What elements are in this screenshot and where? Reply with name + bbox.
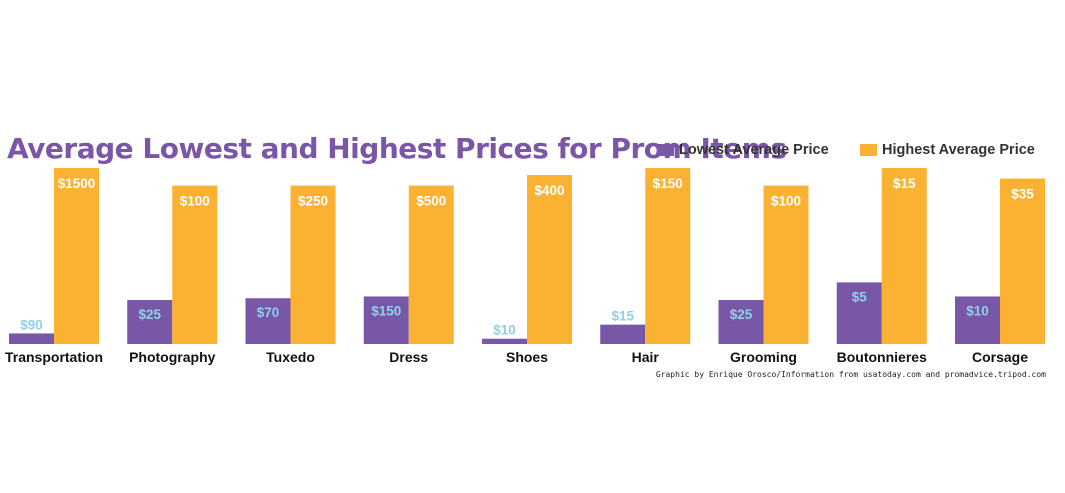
bar-low-tuxedo bbox=[245, 298, 291, 344]
value-label-high-photography: $100 bbox=[180, 194, 210, 209]
bar-low-shoes bbox=[482, 338, 527, 344]
bar-low-hair bbox=[600, 324, 646, 344]
value-label-low-corsage: $10 bbox=[966, 303, 989, 318]
category-group-corsage: $35 $10 Corsage bbox=[955, 178, 1045, 365]
bar-low-boutonnieres bbox=[836, 282, 882, 344]
value-label-high-tuxedo: $250 bbox=[298, 194, 328, 209]
category-label-hair: Hair bbox=[632, 349, 660, 365]
bar-low-photography bbox=[127, 300, 173, 344]
bar-low-corsage bbox=[955, 296, 1000, 344]
value-label-low-hair: $15 bbox=[611, 309, 634, 324]
value-label-high-boutonnieres: $15 bbox=[893, 176, 916, 191]
bar-high-photography bbox=[172, 185, 218, 344]
value-label-low-shoes: $10 bbox=[493, 323, 516, 338]
bar-low-transportation bbox=[9, 333, 54, 344]
credit-text: Graphic by Enrique Orosco/Information fr… bbox=[656, 370, 1046, 379]
category-group-boutonnieres: $15 $5 Boutonnieres bbox=[837, 168, 927, 365]
legend-low-swatch bbox=[657, 144, 674, 156]
category-label-transportation: Transportation bbox=[5, 349, 103, 365]
bar-low-grooming bbox=[718, 300, 764, 344]
category-label-tuxedo: Tuxedo bbox=[266, 349, 315, 365]
category-group-grooming: $100 $25 Grooming bbox=[718, 185, 809, 365]
category-group-tuxedo: $250 $70 Tuxedo bbox=[245, 185, 336, 365]
legend: Lowest Average Price Highest Average Pri… bbox=[657, 142, 1035, 158]
bar-high-corsage bbox=[1000, 178, 1045, 344]
value-label-low-grooming: $25 bbox=[730, 307, 753, 322]
category-group-shoes: $400 $10 Shoes bbox=[482, 175, 572, 365]
bar-low-dress bbox=[363, 296, 409, 344]
value-label-low-boutonnieres: $5 bbox=[852, 289, 868, 304]
category-label-grooming: Grooming bbox=[730, 349, 797, 365]
category-group-hair: $150 $15 Hair bbox=[600, 168, 691, 365]
category-label-dress: Dress bbox=[389, 349, 428, 365]
category-label-boutonnieres: Boutonnieres bbox=[837, 349, 927, 365]
value-label-high-corsage: $35 bbox=[1011, 187, 1034, 202]
category-group-dress: $500 $150 Dress bbox=[363, 185, 454, 365]
value-label-high-hair: $150 bbox=[653, 176, 683, 191]
bar-high-shoes bbox=[527, 175, 572, 344]
category-label-shoes: Shoes bbox=[506, 349, 548, 365]
value-label-low-transportation: $90 bbox=[20, 317, 43, 332]
legend-low-label: Lowest Average Price bbox=[679, 142, 829, 158]
value-label-low-tuxedo: $70 bbox=[257, 305, 280, 320]
legend-high-swatch bbox=[860, 144, 877, 156]
category-group-transportation: $1500 $90 Transportation bbox=[5, 168, 103, 365]
category-label-corsage: Corsage bbox=[972, 349, 1028, 365]
bar-high-grooming bbox=[763, 185, 809, 344]
legend-high-label: Highest Average Price bbox=[882, 142, 1035, 158]
bar-high-dress bbox=[408, 185, 454, 344]
category-label-photography: Photography bbox=[129, 349, 216, 365]
value-label-high-dress: $500 bbox=[416, 194, 446, 209]
value-label-high-shoes: $400 bbox=[534, 183, 564, 198]
value-label-low-photography: $25 bbox=[138, 307, 161, 322]
bar-high-boutonnieres bbox=[881, 168, 927, 344]
value-label-high-grooming: $100 bbox=[771, 194, 801, 209]
bars-layer: $1500 $90 Transportation $100 $25 Photography… bbox=[5, 168, 1045, 365]
bar-high-transportation bbox=[54, 168, 99, 344]
category-group-photography: $100 $25 Photography bbox=[127, 185, 218, 365]
value-label-low-dress: $150 bbox=[371, 303, 401, 318]
value-label-high-transportation: $1500 bbox=[58, 176, 96, 191]
bar-high-tuxedo bbox=[290, 185, 336, 344]
bar-high-hair bbox=[645, 168, 691, 344]
